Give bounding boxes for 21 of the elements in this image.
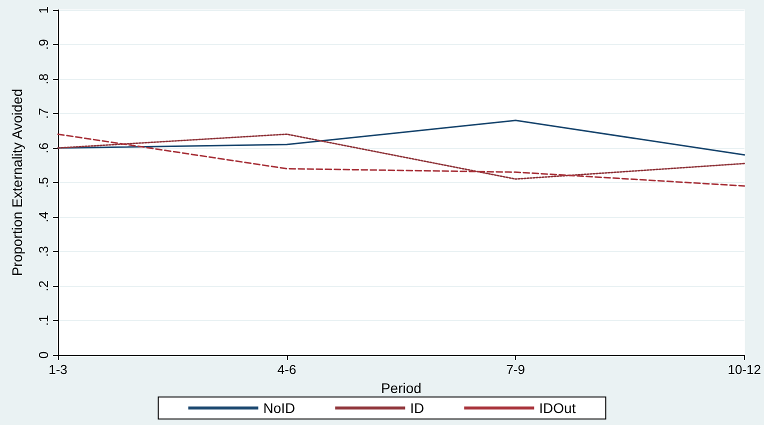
x-axis-title: Period [380, 380, 422, 396]
y-tick-label: .3 [36, 246, 51, 257]
y-tick-label: .2 [36, 280, 51, 292]
y-tick-label: .6 [36, 142, 51, 154]
y-tick-label: .4 [36, 212, 51, 222]
y-axis-title: Proportion Externality Avoided [9, 88, 25, 276]
y-tick-label: 1 [36, 6, 51, 14]
y-tick-label: 0 [36, 351, 51, 359]
y-tick-label: .5 [36, 177, 51, 188]
legend-label: IDOut [539, 400, 576, 416]
legend-label: ID [410, 400, 424, 416]
y-tick-label: .1 [36, 315, 51, 326]
x-tick-label: 1-3 [48, 362, 68, 377]
line-series [57, 120, 746, 156]
y-tick-label: .8 [36, 74, 51, 84]
legend-label: NoID [263, 400, 296, 416]
x-tick-label: 4-6 [277, 362, 296, 377]
y-tick-label: .7 [36, 108, 51, 119]
x-tick-label: 10-12 [728, 362, 761, 377]
y-tick-label: .9 [36, 39, 51, 50]
x-tick-label: 7-9 [506, 362, 525, 377]
